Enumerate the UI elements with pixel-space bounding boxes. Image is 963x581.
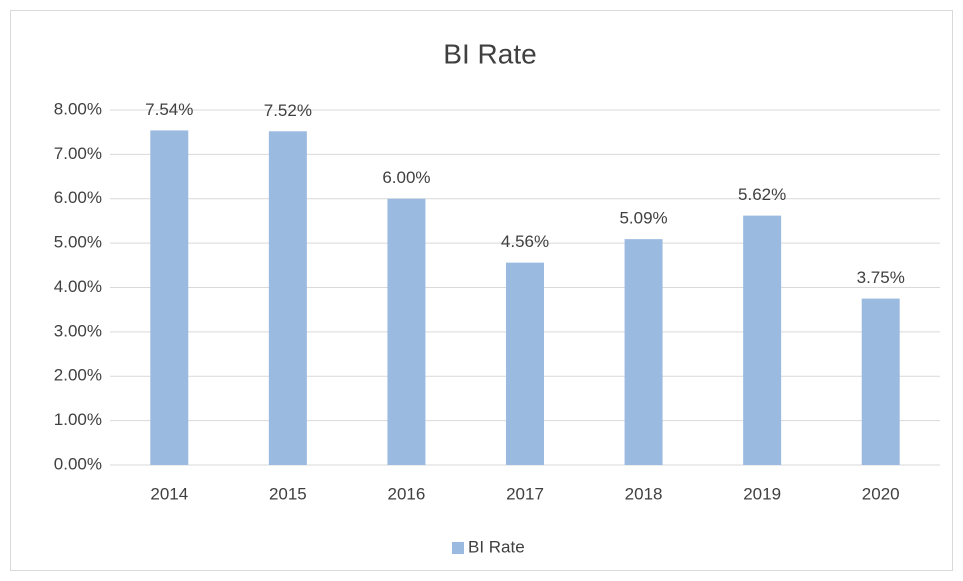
- data-label: 7.52%: [264, 101, 312, 120]
- x-tick-label: 2016: [388, 484, 426, 503]
- legend-swatch: [452, 542, 464, 554]
- data-label: 5.62%: [738, 185, 786, 204]
- x-tick-label: 2015: [269, 484, 307, 503]
- y-tick-label: 3.00%: [54, 321, 102, 340]
- y-tick-label: 5.00%: [54, 233, 102, 252]
- x-tick-label: 2014: [150, 484, 188, 503]
- bar: [624, 239, 663, 465]
- y-tick-label: 1.00%: [54, 410, 102, 429]
- bar: [506, 262, 544, 465]
- y-tick-label: 2.00%: [54, 366, 102, 385]
- data-label: 7.54%: [145, 100, 193, 119]
- bar: [861, 298, 900, 465]
- data-label: 3.75%: [857, 268, 905, 287]
- bar: [743, 215, 782, 465]
- y-tick-label: 4.00%: [54, 277, 102, 296]
- bar: [268, 131, 307, 466]
- bar: [387, 198, 426, 465]
- y-tick-label: 0.00%: [54, 454, 102, 473]
- data-label: 5.09%: [619, 209, 667, 228]
- data-label: 6.00%: [382, 168, 430, 187]
- data-label: 4.56%: [501, 232, 549, 251]
- x-tick-label: 2019: [743, 484, 781, 503]
- y-tick-label: 8.00%: [54, 99, 102, 118]
- y-tick-label: 7.00%: [54, 144, 102, 163]
- y-tick-label: 6.00%: [54, 188, 102, 207]
- chart-title: BI Rate: [443, 38, 536, 69]
- x-tick-label: 2020: [862, 484, 900, 503]
- legend-label: BI Rate: [468, 537, 525, 556]
- x-tick-label: 2017: [506, 484, 544, 503]
- x-tick-label: 2018: [625, 484, 663, 503]
- bar: [150, 130, 189, 465]
